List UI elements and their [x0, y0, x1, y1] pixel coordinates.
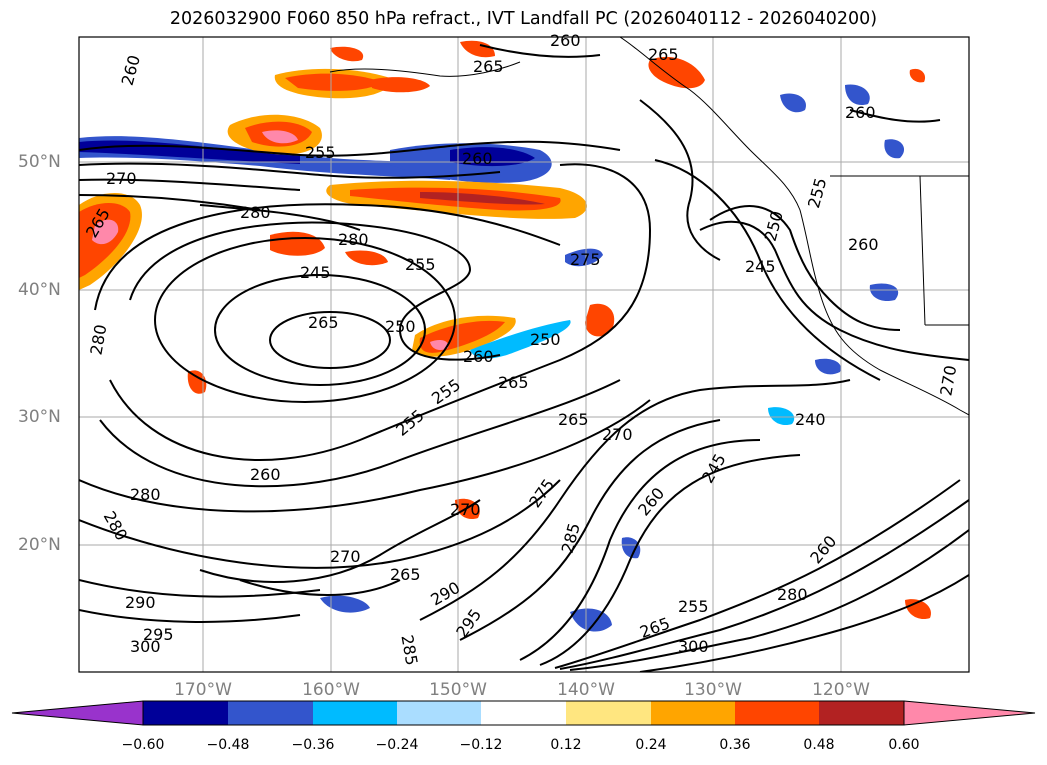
colorbar-segment	[313, 701, 397, 725]
lat-tick-label: 30°N	[18, 407, 61, 427]
colorbar-tick-label: −0.60	[121, 737, 165, 753]
lat-tick-label: 50°N	[18, 152, 61, 172]
contour-label: 270	[106, 169, 137, 188]
contour-label: 270	[602, 425, 633, 444]
contour-label: 265	[498, 373, 529, 392]
lon-tick-label: 140°W	[557, 680, 615, 700]
lon-tick-label: 150°W	[429, 680, 487, 700]
contour-label: 300	[130, 637, 161, 656]
colorbar-segment	[819, 701, 904, 725]
contour-label: 255	[678, 597, 709, 616]
colorbar-extend-right	[903, 700, 1036, 726]
contour-label: 300	[678, 637, 709, 656]
contour-label: 260	[550, 31, 581, 50]
contour-label: 270	[450, 500, 481, 519]
lon-tick-label: 120°W	[812, 680, 870, 700]
contour-label: 290	[125, 593, 156, 612]
colorbar-segment	[228, 701, 313, 725]
colorbar-tick-label: −0.48	[206, 737, 250, 753]
colorbar-tick-label: −0.24	[375, 737, 419, 753]
coastline	[329, 37, 969, 416]
contour-label: 270	[330, 547, 361, 566]
contour-label: 255	[405, 255, 436, 274]
contour-label: 265	[558, 410, 589, 429]
contour-label: 250	[385, 317, 416, 336]
lon-tick-label: 130°W	[684, 680, 742, 700]
refractivity-contours	[79, 44, 969, 672]
contour-label: 245	[745, 257, 776, 276]
contour-label: 265	[473, 57, 504, 76]
contour-label: 265	[648, 45, 679, 64]
colorbar	[11, 700, 1036, 726]
lon-tick-label: 160°W	[302, 680, 360, 700]
colorbar-extend-left	[11, 700, 144, 726]
contour-label: 265	[308, 313, 339, 332]
contour-label: 260	[848, 235, 879, 254]
contour-label: 280	[777, 585, 808, 604]
colorbar-tick-label: −0.36	[291, 737, 335, 753]
colorbar-tick-label: 0.12	[550, 737, 582, 753]
colorbar-segment	[566, 701, 651, 725]
contour-label: 250	[530, 330, 561, 349]
colorbar-segment	[397, 701, 481, 725]
contour-label: 255	[305, 143, 336, 162]
contour-label: 280	[130, 485, 161, 504]
contour-label: 280	[338, 230, 369, 249]
colorbar-tick-label: 0.60	[888, 737, 920, 753]
contour-label: 275	[570, 250, 601, 269]
colorbar-tick-label: 0.48	[803, 737, 835, 753]
colorbar-segment	[481, 701, 566, 725]
contour-label: 260	[845, 103, 876, 122]
colorbar-tick-label: 0.36	[719, 737, 751, 753]
contour-label: 240	[795, 410, 826, 429]
map-title: 2026032900 F060 850 hPa refract., IVT La…	[169, 9, 878, 29]
contour-label: 265	[390, 565, 421, 584]
contour-label: 260	[463, 347, 494, 366]
contour-label: 260	[250, 465, 281, 484]
colorbar-tick-label: −0.12	[459, 737, 503, 753]
contour-label: 280	[240, 203, 271, 222]
lat-tick-label: 20°N	[18, 535, 61, 555]
contour-label: 245	[300, 263, 331, 282]
colorbar-segment	[143, 701, 228, 725]
map-frame	[78, 36, 970, 673]
lat-tick-label: 40°N	[18, 280, 61, 300]
contour-label: 260	[462, 149, 493, 168]
lon-tick-label: 170°W	[174, 680, 232, 700]
colorbar-segment	[651, 701, 735, 725]
contour-label: 295	[143, 625, 174, 644]
colorbar-segment	[735, 701, 819, 725]
colorbar-tick-label: 0.24	[635, 737, 667, 753]
